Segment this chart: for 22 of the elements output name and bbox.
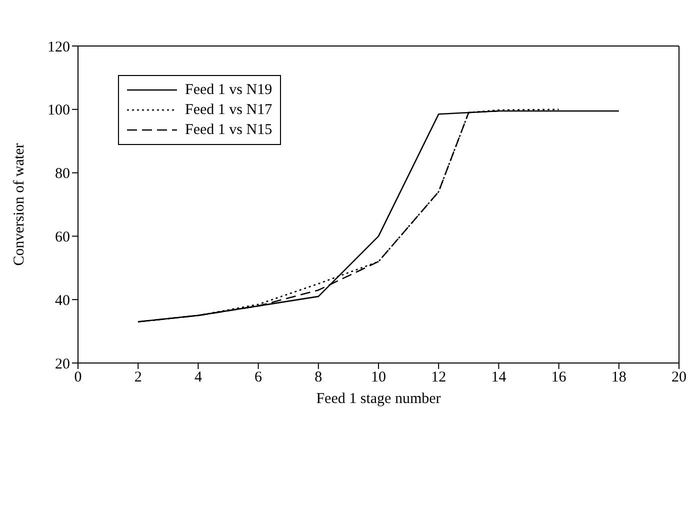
y-axis-title: Conversion of water <box>11 143 28 266</box>
y-tick-label: 20 <box>55 356 70 372</box>
legend-label: Feed 1 vs N19 <box>185 82 272 98</box>
x-axis-title: Feed 1 stage number <box>316 391 441 407</box>
x-tick-label: 16 <box>551 370 567 386</box>
x-tick-label: 0 <box>74 370 82 386</box>
legend-label: Feed 1 vs N15 <box>185 122 272 138</box>
y-tick-label: 40 <box>55 292 70 309</box>
x-tick-label: 8 <box>314 370 322 386</box>
x-tick-label: 10 <box>371 370 386 386</box>
x-tick-label: 18 <box>611 370 626 386</box>
x-tick-label: 6 <box>254 370 263 386</box>
y-tick-label: 100 <box>48 102 70 119</box>
x-tick-label: 14 <box>491 370 507 386</box>
x-tick-label: 4 <box>194 370 202 386</box>
y-tick-label: 60 <box>55 230 70 246</box>
x-tick-label: 20 <box>672 370 686 386</box>
legend-label: Feed 1 vs N17 <box>185 102 272 118</box>
x-tick-label: 2 <box>134 370 142 386</box>
y-tick-label: 120 <box>48 39 70 56</box>
x-tick-label: 12 <box>431 370 446 386</box>
y-tick-label: 80 <box>55 166 70 182</box>
